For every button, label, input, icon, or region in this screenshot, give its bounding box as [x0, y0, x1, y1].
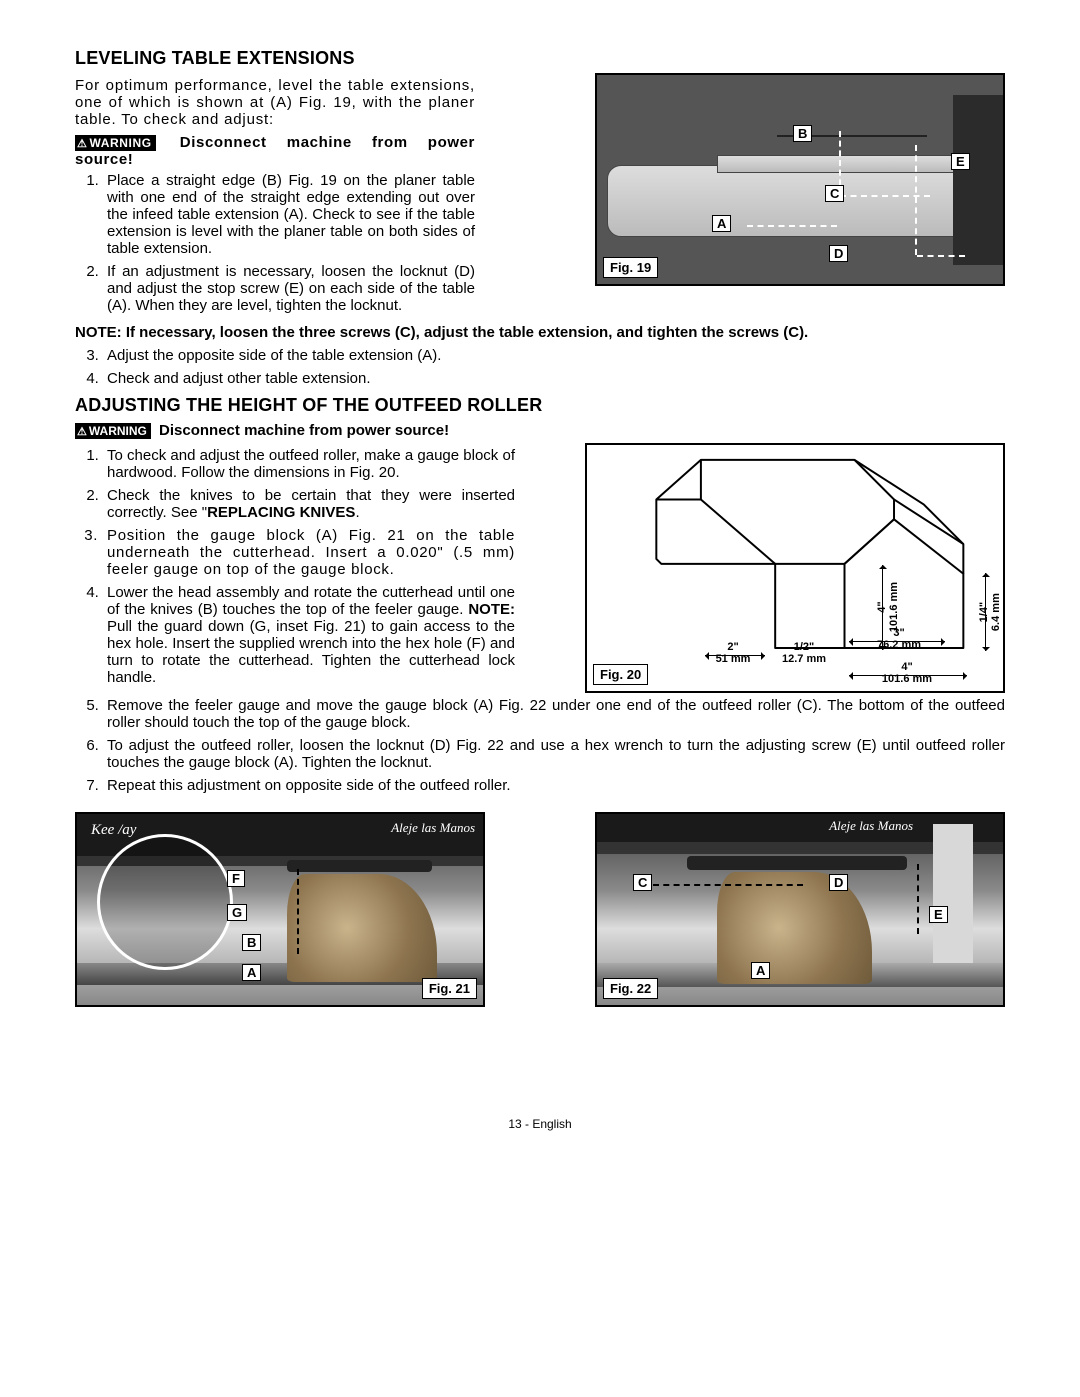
fig19-label: Fig. 19 — [603, 257, 658, 278]
fig19: A B C D E Fig. 19 — [595, 73, 1005, 286]
s2-step-6: To adjust the outfeed roller, loosen the… — [103, 737, 1005, 771]
s2-step-7: Repeat this adjustment on opposite side … — [103, 777, 1005, 794]
step-3: Adjust the opposite side of the table ex… — [103, 347, 1005, 364]
fig21: Aleje las Manos Kee /ay F G B A Fig. 21 — [75, 812, 485, 1007]
fig21-a: A — [242, 964, 261, 981]
s2-step-2: Check the knives to be certain that they… — [103, 487, 515, 521]
fig21-b: B — [242, 934, 261, 951]
section2-warning: WARNING Disconnect machine from power so… — [75, 422, 1005, 439]
warning-icon: WARNING — [75, 423, 151, 439]
section2-steps-5-7: Remove the feeler gauge and move the gau… — [75, 697, 1005, 794]
fig21-g: G — [227, 904, 247, 921]
dim-w1: 2"51 mm — [699, 641, 767, 665]
fig20-container: 4"101.6 mm 1/4"6.4 mm 2"51 mm 1/2"12.7 m… — [585, 443, 1005, 693]
fig22-label: Fig. 22 — [603, 978, 658, 999]
fig22-a: A — [751, 962, 770, 979]
section1-note: NOTE: If necessary, loosen the three scr… — [75, 324, 1005, 341]
fig21-f: F — [227, 870, 245, 887]
warning-text: Disconnect machine from power source! — [159, 422, 449, 439]
fig19-callout-e: E — [951, 153, 970, 170]
fig19-container: A B C D E Fig. 19 — [595, 73, 1005, 286]
step-4: Check and adjust other table extension. — [103, 370, 1005, 387]
step-2: If an adjustment is necessary, loosen th… — [103, 263, 475, 314]
section1-left-column: For optimum performance, level the table… — [75, 73, 475, 320]
s2-step-1: To check and adjust the outfeed roller, … — [103, 447, 515, 481]
s2-step-5: Remove the feeler gauge and move the gau… — [103, 697, 1005, 731]
fig19-callout-a: A — [712, 215, 731, 232]
heading-outfeed: ADJUSTING THE HEIGHT OF THE OUTFEED ROLL… — [75, 395, 1005, 416]
fig21-banner: Aleje las Manos — [391, 820, 475, 836]
fig22: Aleje las Manos C D E A Fig. 22 — [595, 812, 1005, 1007]
fig22-banner: Aleje las Manos — [829, 818, 913, 834]
section1-steps-3-4: Adjust the opposite side of the table ex… — [75, 347, 1005, 387]
fig21-label: Fig. 21 — [422, 978, 477, 999]
dim-w3: 3"76.2 mm — [859, 627, 939, 651]
warning-icon: WARNING — [75, 135, 156, 151]
section1-warning: WARNING Disconnect machine from power so… — [75, 134, 475, 168]
fig20: 4"101.6 mm 1/4"6.4 mm 2"51 mm 1/2"12.7 m… — [585, 443, 1005, 693]
section2-left-column: To check and adjust the outfeed roller, … — [75, 443, 515, 692]
fig22-c: C — [633, 874, 652, 891]
dim-h1: 4"101.6 mm — [876, 582, 900, 632]
section1-note-and-steps34: NOTE: If necessary, loosen the three scr… — [75, 324, 1005, 387]
dim-h2: 1/4"6.4 mm — [978, 587, 1002, 637]
fig22-d: D — [829, 874, 848, 891]
dim-w4: 4"101.6 mm — [867, 661, 947, 685]
s2-step-3: Position the gauge block (A) Fig. 21 on … — [103, 527, 515, 578]
fig21-keep: Kee /ay — [91, 822, 136, 839]
heading-leveling: LEVELING TABLE EXTENSIONS — [75, 48, 1005, 69]
s2-step-4: Lower the head assembly and rotate the c… — [103, 584, 515, 686]
page-footer: 13 - English — [75, 1117, 1005, 1131]
fig19-callout-b: B — [793, 125, 812, 142]
section1-intro: For optimum performance, level the table… — [75, 77, 475, 128]
fig19-callout-d: D — [829, 245, 848, 262]
fig20-label: Fig. 20 — [593, 664, 648, 685]
section1-steps-1-2: Place a straight edge (B) Fig. 19 on the… — [75, 172, 475, 314]
fig19-callout-c: C — [825, 185, 844, 202]
section2-steps-1-4: To check and adjust the outfeed roller, … — [75, 447, 515, 686]
step-1: Place a straight edge (B) Fig. 19 on the… — [103, 172, 475, 257]
dim-w2: 1/2"12.7 mm — [779, 641, 829, 665]
fig22-e: E — [929, 906, 948, 923]
bottom-figures: Aleje las Manos Kee /ay F G B A Fig. 21 … — [75, 812, 1005, 1007]
